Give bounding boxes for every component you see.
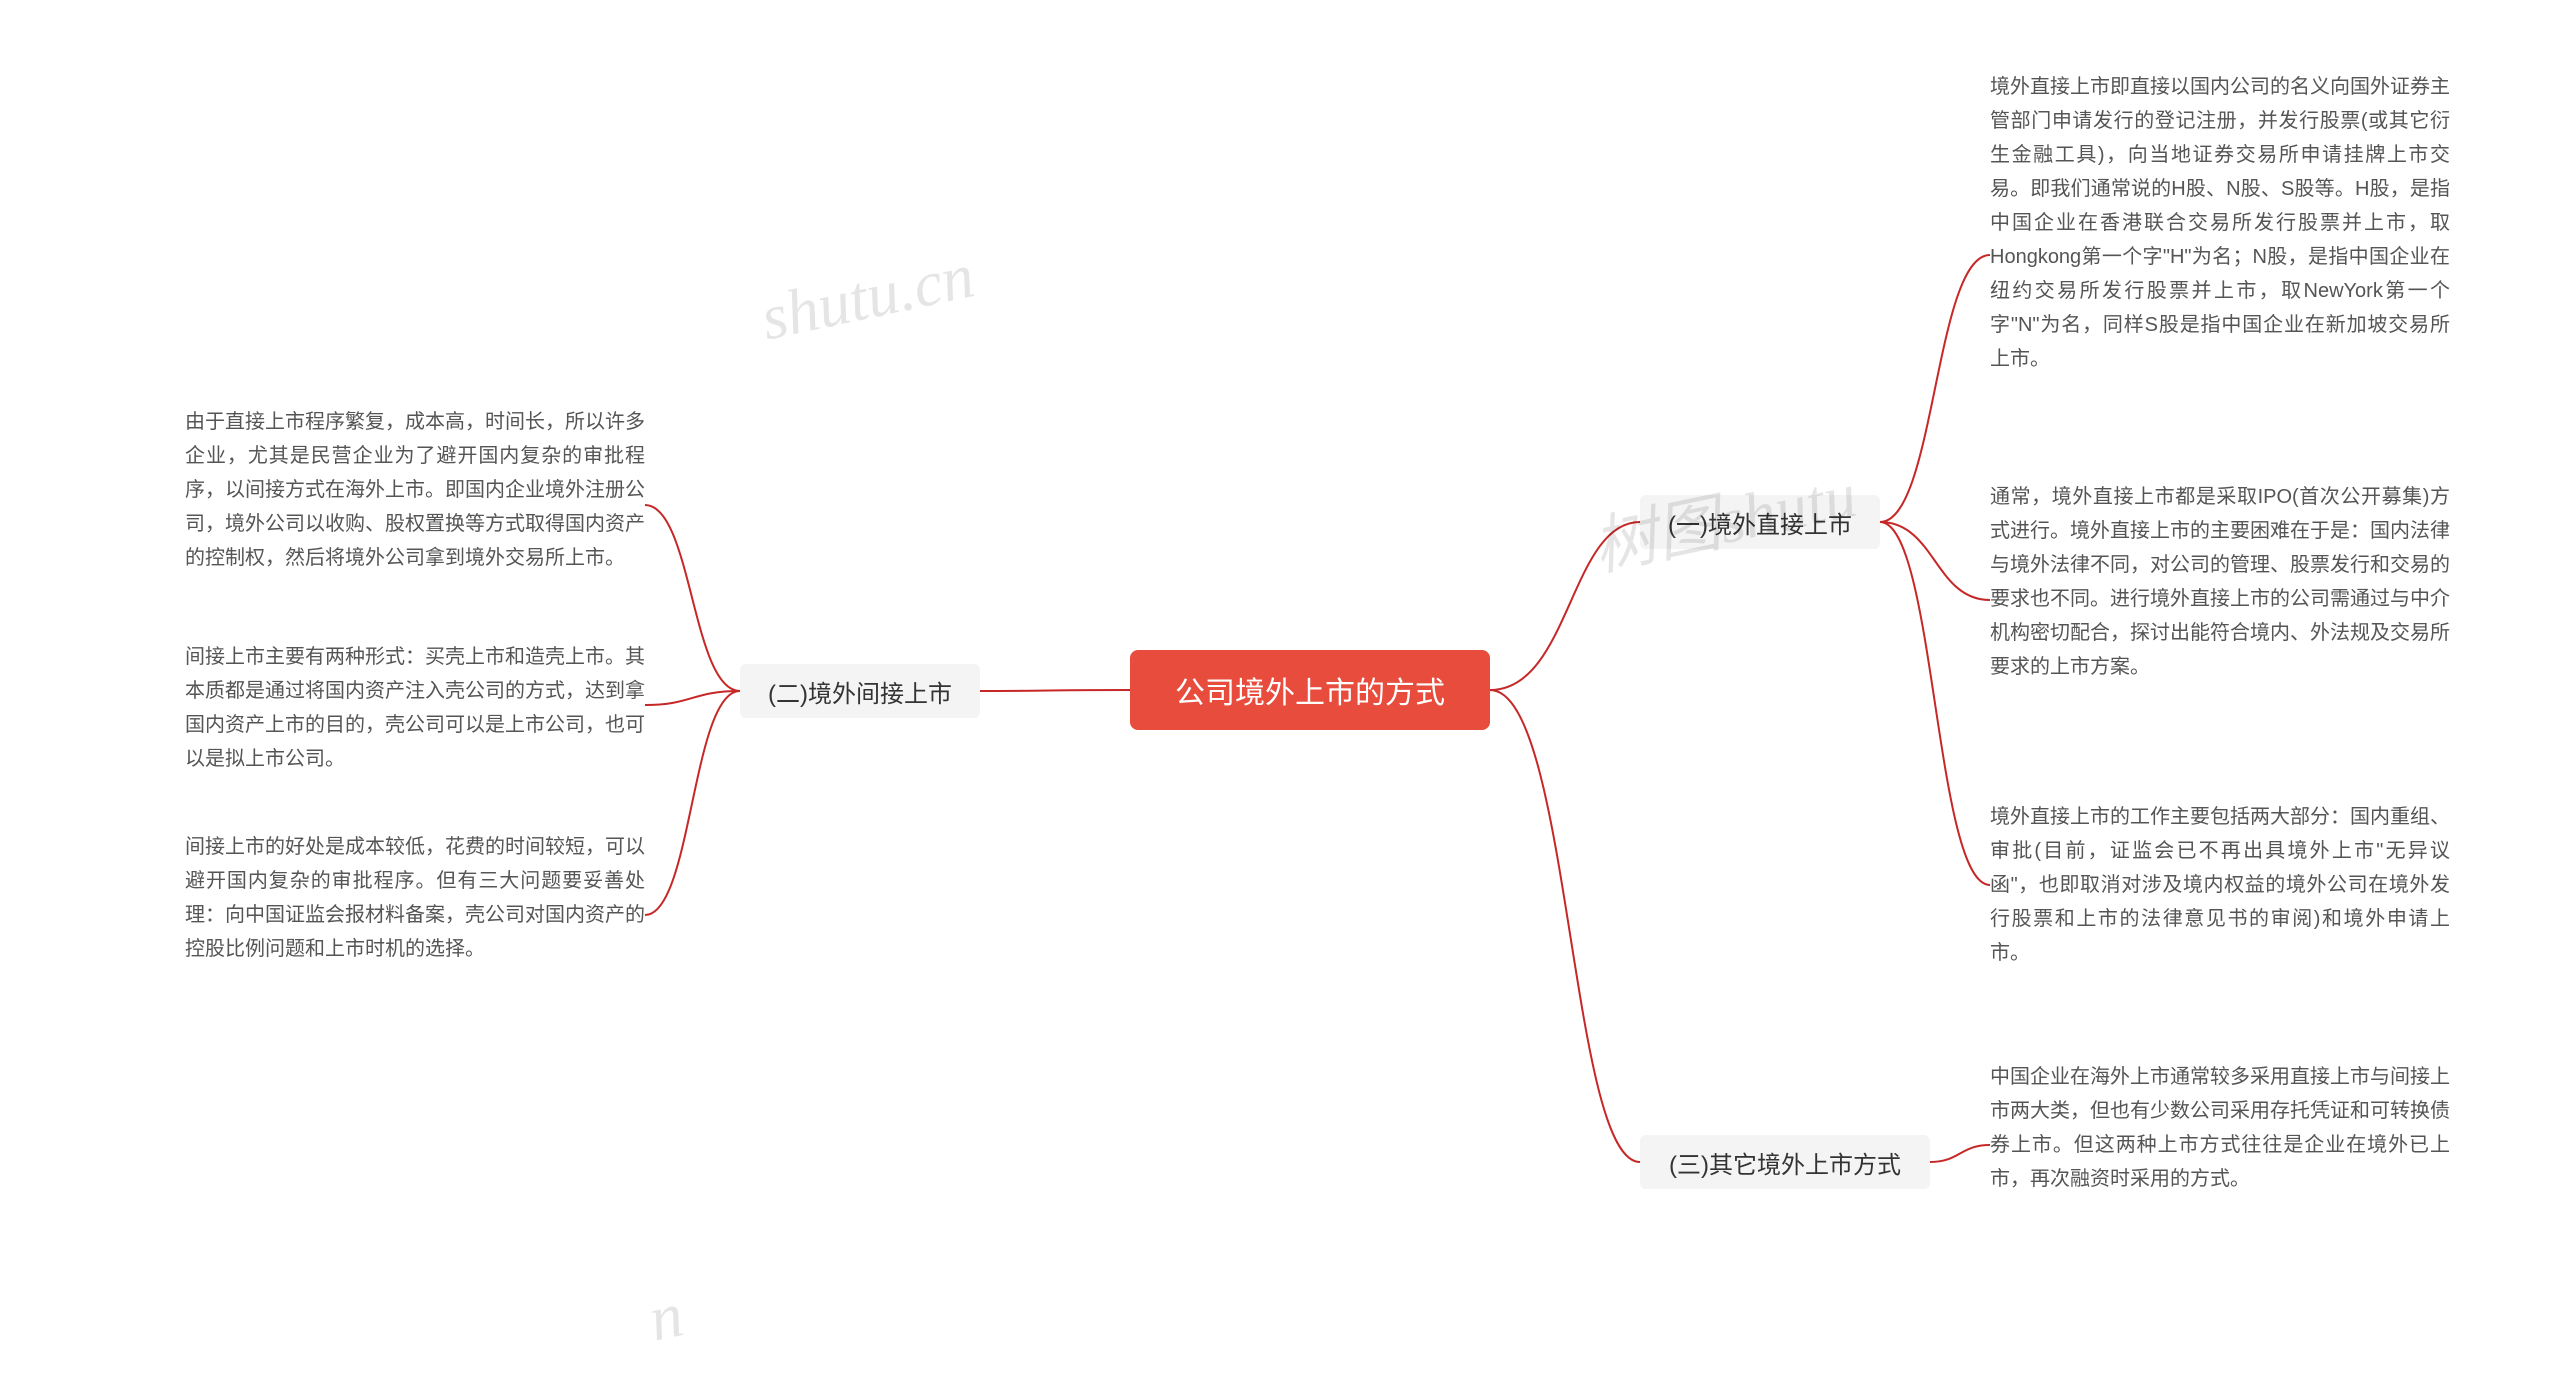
leaf-text: 境外直接上市即直接以国内公司的名义向国外证券主管部门申请发行的登记注册，并发行股… (1990, 76, 2450, 370)
edge-b1-l1a (1880, 255, 1990, 522)
root-label: 公司境外上市的方式 (1175, 668, 1445, 712)
edge-b1-l1c (1880, 522, 1990, 885)
leaf-text: 由于直接上市程序繁复，成本高，时间长，所以许多企业，尤其是民营企业为了避开国内复… (185, 411, 645, 569)
leaf-b1-1: 境外直接上市即直接以国内公司的名义向国外证券主管部门申请发行的登记注册，并发行股… (1990, 70, 2450, 376)
branch-label: (二)境外间接上市 (768, 674, 952, 709)
leaf-b2-2: 间接上市主要有两种形式：买壳上市和造壳上市。其本质都是通过将国内资产注入壳公司的… (185, 640, 645, 776)
edge-b2-l2a (645, 505, 740, 691)
root-node[interactable]: 公司境外上市的方式 (1130, 650, 1490, 730)
edge-b2-l2b (645, 691, 740, 705)
leaf-text: 间接上市主要有两种形式：买壳上市和造壳上市。其本质都是通过将国内资产注入壳公司的… (185, 646, 645, 770)
leaf-text: 通常，境外直接上市都是采取IPO(首次公开募集)方式进行。境外直接上市的主要困难… (1990, 486, 2450, 678)
leaf-text: 境外直接上市的工作主要包括两大部分：国内重组、审批(目前，证监会已不再出具境外上… (1990, 806, 2450, 964)
branch-direct-listing[interactable]: (一)境外直接上市 (1640, 495, 1880, 549)
watermark: n (643, 1277, 690, 1356)
leaf-b1-3: 境外直接上市的工作主要包括两大部分：国内重组、审批(目前，证监会已不再出具境外上… (1990, 800, 2450, 970)
branch-indirect-listing[interactable]: (二)境外间接上市 (740, 664, 980, 718)
leaf-text: 中国企业在海外上市通常较多采用直接上市与间接上市两大类，但也有少数公司采用存托凭… (1990, 1066, 2450, 1190)
leaf-text: 间接上市的好处是成本较低，花费的时间较短，可以避开国内复杂的审批程序。但有三大问… (185, 836, 645, 960)
edge-b2-l2c (645, 691, 740, 915)
leaf-b2-3: 间接上市的好处是成本较低，花费的时间较短，可以避开国内复杂的审批程序。但有三大问… (185, 830, 645, 966)
edge-b3-l3a (1930, 1145, 1990, 1162)
edge-root-b1 (1490, 522, 1640, 690)
edge-root-b3 (1490, 690, 1640, 1162)
edge-b1-l1b (1880, 522, 1990, 600)
leaf-b3-1: 中国企业在海外上市通常较多采用直接上市与间接上市两大类，但也有少数公司采用存托凭… (1990, 1060, 2450, 1196)
mindmap-canvas: 公司境外上市的方式 (一)境外直接上市 (二)境外间接上市 (三)其它境外上市方… (0, 0, 2560, 1375)
branch-label: (一)境外直接上市 (1668, 505, 1852, 540)
branch-other-listing[interactable]: (三)其它境外上市方式 (1640, 1135, 1930, 1189)
edge-root-b2 (980, 690, 1130, 691)
leaf-b2-1: 由于直接上市程序繁复，成本高，时间长，所以许多企业，尤其是民营企业为了避开国内复… (185, 405, 645, 575)
watermark: shutu.cn (755, 238, 981, 355)
branch-label: (三)其它境外上市方式 (1669, 1145, 1901, 1180)
leaf-b1-2: 通常，境外直接上市都是采取IPO(首次公开募集)方式进行。境外直接上市的主要困难… (1990, 480, 2450, 684)
